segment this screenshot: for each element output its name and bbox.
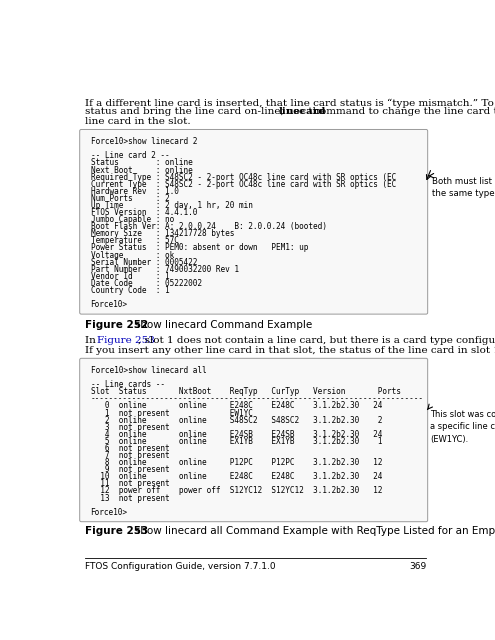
Text: Voltage       : ok: Voltage : ok [91, 250, 174, 259]
Text: 10  online       online     E248C    E248C    3.1.2b2.30   24: 10 online online E248C E248C 3.1.2b2.30 … [91, 472, 382, 481]
Text: command to change the line card type to match the: command to change the line card type to … [311, 108, 495, 116]
Text: 369: 369 [409, 562, 426, 571]
Text: 13  not present: 13 not present [91, 493, 169, 502]
Text: Figure 253: Figure 253 [85, 526, 148, 536]
Text: Force10>show linecard all: Force10>show linecard all [91, 366, 206, 375]
Text: 2  online       online     S48SC2   S48SC2   3.1.2b2.30    2: 2 online online S48SC2 S48SC2 3.1.2b2.30… [91, 415, 382, 424]
Text: Boot Flash Ver: A: 2.0.0.24    B: 2.0.0.24 (booted): Boot Flash Ver: A: 2.0.0.24 B: 2.0.0.24 … [91, 222, 326, 231]
Text: Hardware Rev  : 1.0: Hardware Rev : 1.0 [91, 187, 178, 196]
Text: 9  not present: 9 not present [91, 465, 169, 474]
Text: -- Line cards --: -- Line cards -- [91, 380, 164, 389]
Text: show linecard Command Example: show linecard Command Example [126, 319, 313, 330]
Text: Date Code     : 05222002: Date Code : 05222002 [91, 279, 201, 288]
Text: status and bring the line card on-line, use the: status and bring the line card on-line, … [85, 108, 329, 116]
Text: 8  online       online     P12PC    P12PC    3.1.2b2.30   12: 8 online online P12PC P12PC 3.1.2b2.30 1… [91, 458, 382, 467]
Text: Temperature   : 57C: Temperature : 57C [91, 236, 178, 245]
Text: Figure 253: Figure 253 [97, 336, 155, 346]
FancyBboxPatch shape [80, 129, 428, 314]
Text: 5  online       online     EX1YB    EX1YB    3.1.2b2.30    1: 5 online online EX1YB EX1YB 3.1.2b2.30 1 [91, 437, 382, 446]
Text: Slot  Status       NxtBoot    ReqTyp   CurTyp   Version       Ports: Slot Status NxtBoot ReqTyp CurTyp Versio… [91, 387, 400, 396]
Text: Required Type : S48SC2 - 2-port OC48c line card with SR optics (EC: Required Type : S48SC2 - 2-port OC48c li… [91, 173, 396, 182]
FancyBboxPatch shape [80, 358, 428, 522]
Text: 3  not present: 3 not present [91, 422, 169, 432]
Text: Power Status  : PEM0: absent or down   PEM1: up: Power Status : PEM0: absent or down PEM1… [91, 243, 308, 252]
Text: -- Line card 2 --: -- Line card 2 -- [91, 151, 169, 161]
Text: Up Time       : 2 day, 1 hr, 20 min: Up Time : 2 day, 1 hr, 20 min [91, 201, 252, 210]
Text: 1  not present             EW1YC: 1 not present EW1YC [91, 408, 252, 417]
Text: Force10>: Force10> [91, 300, 128, 309]
Text: FTOS Configuration Guide, version 7.7.1.0: FTOS Configuration Guide, version 7.7.1.… [85, 562, 276, 571]
Text: Force10>: Force10> [91, 508, 128, 516]
Text: This slot was configured for
a specific line card
(EW1YC).: This slot was configured for a specific … [430, 410, 495, 444]
Text: show linecard all Command Example with ReqType Listed for an Empty Slot: show linecard all Command Example with R… [126, 526, 495, 536]
Text: Vendor Id     : 1: Vendor Id : 1 [91, 272, 169, 281]
Text: FTOS Version  : 4.4.1.0: FTOS Version : 4.4.1.0 [91, 208, 197, 217]
Text: Current Type  : S48SC2 - 2-port OC48c line card with SR optics (EC: Current Type : S48SC2 - 2-port OC48c lin… [91, 180, 396, 189]
Text: Next Boot     : online: Next Boot : online [91, 166, 192, 175]
Text: 12  power off    power off  S12YC12  S12YC12  3.1.2b2.30   12: 12 power off power off S12YC12 S12YC12 3… [91, 486, 382, 495]
Text: Figure 252: Figure 252 [85, 319, 148, 330]
Text: line card in the slot.: line card in the slot. [85, 116, 191, 125]
Text: Serial Number : 0005422: Serial Number : 0005422 [91, 257, 197, 267]
Text: 11  not present: 11 not present [91, 479, 169, 488]
Text: If you insert any other line card in that slot, the status of the line card in s: If you insert any other line card in tha… [85, 346, 495, 355]
Text: 4  online       online     E24SB    E24SB    3.1.2b2.30   24: 4 online online E24SB E24SB 3.1.2b2.30 2… [91, 430, 382, 439]
Text: Memory Size   : 134217728 bytes: Memory Size : 134217728 bytes [91, 229, 234, 238]
Text: , slot 1 does not contain a line card, but there is a card type configured for t: , slot 1 does not contain a line card, b… [138, 336, 495, 346]
Text: Country Code  : 1: Country Code : 1 [91, 286, 169, 295]
Text: linecard: linecard [279, 108, 326, 116]
Text: 0  online       online     E248C    E248C    3.1.2b2.30   24: 0 online online E248C E248C 3.1.2b2.30 2… [91, 401, 382, 410]
Text: Num Ports     : 2: Num Ports : 2 [91, 194, 169, 203]
Text: ------------------------------------------------------------------------: ----------------------------------------… [91, 394, 424, 403]
Text: Status        : online: Status : online [91, 159, 192, 168]
Text: Jumbo Capable : no: Jumbo Capable : no [91, 215, 174, 224]
Text: If a different line card is inserted, that line card status is “type mismatch.” : If a different line card is inserted, th… [85, 99, 495, 108]
Text: In: In [85, 336, 99, 346]
Text: 7  not present: 7 not present [91, 451, 169, 460]
Text: Force10>show linecard 2: Force10>show linecard 2 [91, 137, 197, 146]
Text: Both must list
the same type: Both must list the same type [432, 177, 495, 198]
Text: Part Number   : 7490032200 Rev 1: Part Number : 7490032200 Rev 1 [91, 265, 239, 274]
Text: 6  not present: 6 not present [91, 444, 169, 453]
